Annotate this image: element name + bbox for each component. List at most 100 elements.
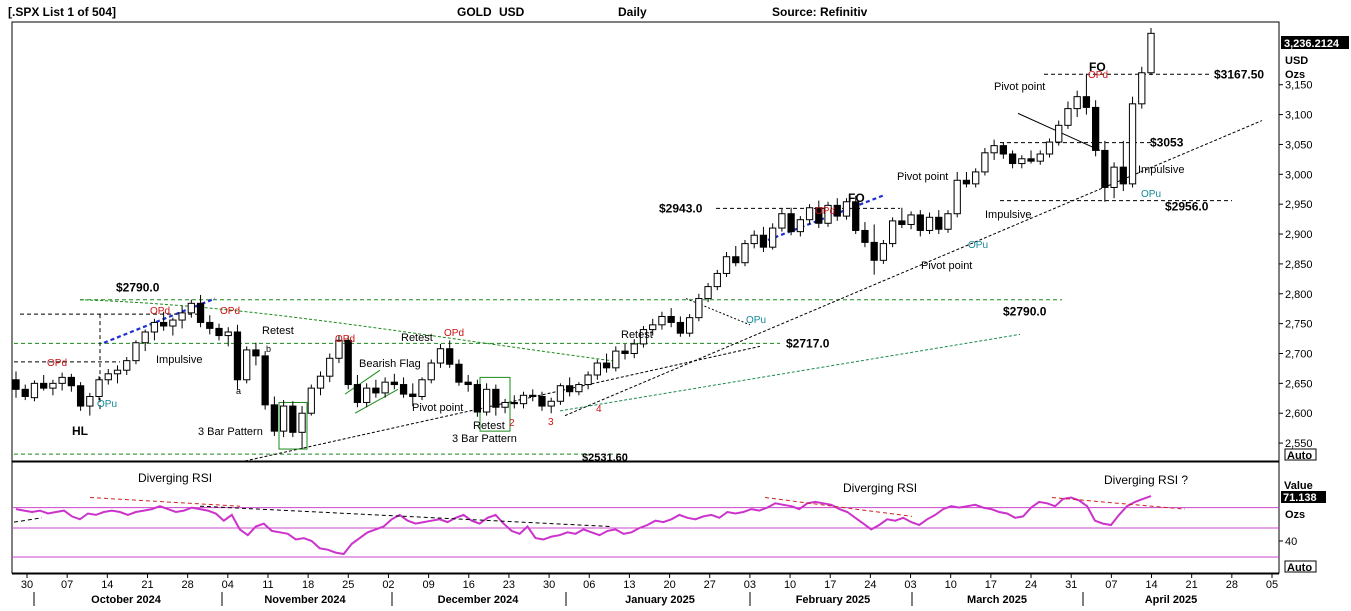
candle-body [981, 152, 989, 173]
candle [132, 340, 140, 365]
y-tick-label: 3,000 [1285, 169, 1313, 181]
candle-body [944, 213, 952, 230]
candle-body [916, 214, 924, 231]
candle-body [76, 385, 85, 407]
y-tick-label: 2,900 [1285, 229, 1313, 241]
candle [990, 139, 998, 160]
candle-body [279, 405, 288, 432]
candle-body [861, 229, 869, 243]
candle [575, 382, 583, 396]
candle [667, 308, 675, 328]
candle [833, 198, 841, 221]
candle-body [722, 256, 731, 274]
candle-body [1027, 158, 1035, 162]
candle [925, 212, 934, 235]
level-label: $2531.60 [582, 452, 628, 464]
price-auto-button[interactable] [1284, 448, 1317, 461]
period-label: Daily [618, 5, 647, 19]
currency-label: USD [499, 5, 525, 19]
trend-line [685, 298, 751, 326]
candle-body [390, 381, 398, 386]
y-tick-label: 2,750 [1285, 319, 1313, 331]
candle-body [676, 321, 685, 334]
candle [1008, 150, 1017, 169]
candle [907, 211, 915, 230]
candle [769, 223, 777, 250]
candle [870, 224, 878, 275]
candle-body [326, 357, 334, 377]
chart-annotation: 3 Bar Pattern [452, 433, 517, 445]
candle-body [925, 216, 934, 231]
candle-body [252, 349, 260, 357]
candle-body [455, 363, 463, 383]
chart-annotation: 3 Bar Pattern [198, 426, 263, 438]
candle-body [649, 324, 657, 331]
candle-body [593, 362, 601, 376]
chart-annotation: 3 [548, 417, 554, 428]
candle-body [169, 319, 177, 327]
rsi-trend [199, 505, 611, 527]
candle [150, 318, 159, 341]
candle [778, 208, 786, 232]
candle [21, 384, 29, 401]
candle-body [630, 343, 638, 354]
candle-body [972, 171, 980, 185]
candle-body [1138, 72, 1146, 105]
candle [1138, 66, 1146, 109]
candle-body [575, 384, 583, 393]
candle-body [1128, 103, 1137, 185]
candle [335, 335, 343, 364]
candle [685, 314, 694, 337]
chart-annotation: HL [72, 424, 88, 438]
candle-body [888, 220, 897, 245]
candle-body [344, 339, 352, 386]
candle [796, 216, 804, 237]
candle-body [418, 379, 426, 397]
candle-body [547, 400, 555, 407]
candle [602, 353, 611, 373]
candle-body [621, 350, 629, 354]
chart-annotation: Retest [473, 420, 505, 432]
x-tick-label: 24 [864, 579, 876, 591]
candle [944, 210, 952, 233]
chart-annotation: OPd [335, 334, 355, 345]
candle-body [805, 207, 814, 221]
candle-body [667, 315, 675, 323]
x-tick-label: 05 [1266, 579, 1278, 591]
x-tick-label: 30 [21, 579, 33, 591]
candle [566, 377, 574, 397]
candle-body [464, 381, 472, 386]
candle [741, 240, 749, 267]
candle-body [187, 302, 195, 314]
candle [1147, 27, 1155, 76]
candle [953, 171, 961, 218]
y-tick-label: 2,700 [1285, 348, 1313, 360]
candle [842, 198, 851, 220]
level-label: $2943.0 [659, 201, 703, 215]
candle-body [602, 362, 611, 369]
chart-annotation: OPu [746, 315, 766, 326]
rsi-divergence [1051, 497, 1186, 510]
x-tick-label: 20 [663, 579, 675, 591]
chart-annotation: a [236, 386, 241, 396]
x-tick-label: 23 [503, 579, 515, 591]
candle-body [639, 329, 648, 345]
candle [390, 373, 398, 390]
candle-body [1036, 153, 1044, 162]
candle-body [30, 382, 39, 399]
level-label: $3053 [1150, 136, 1184, 150]
rsi-auto-button[interactable] [1284, 560, 1317, 573]
candle-body [427, 362, 435, 381]
chart-annotation: Retest [262, 325, 294, 337]
candle [630, 339, 638, 359]
candle [750, 230, 758, 249]
candle [519, 391, 528, 409]
candle-body [538, 395, 546, 407]
month-label: November 2024 [264, 594, 346, 606]
candle [935, 210, 943, 235]
candle [676, 316, 685, 337]
candle-body [519, 394, 528, 405]
candle-body [990, 145, 998, 154]
